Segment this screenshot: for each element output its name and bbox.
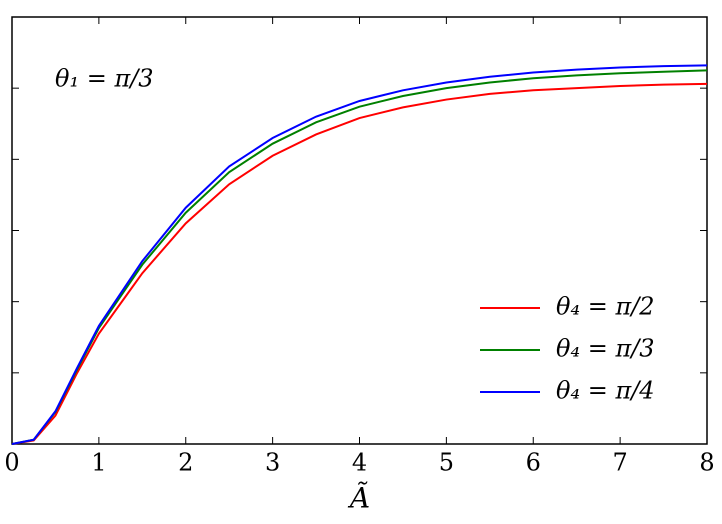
x-tick-label: 1 [91,449,106,477]
x-tick-label: 6 [526,449,541,477]
x-tick-label: 5 [439,449,454,477]
x-tick-label: 7 [612,449,627,477]
x-tick-label: 0 [4,449,19,477]
annotation: θ₁ = π/3 [55,65,154,93]
line-series [11,82,708,445]
legend-label: θ₄ = π/4 [556,377,655,405]
line-series [11,64,708,445]
legend-label: θ₄ = π/3 [556,335,655,363]
x-tick-label: 2 [178,449,193,477]
x-tick-label: 4 [352,449,367,477]
legend-label: θ₄ = π/2 [556,293,655,321]
x-tick-label: 8 [699,449,714,477]
x-tick-label: 3 [265,449,280,477]
x-axis-label: Ã [347,482,370,515]
